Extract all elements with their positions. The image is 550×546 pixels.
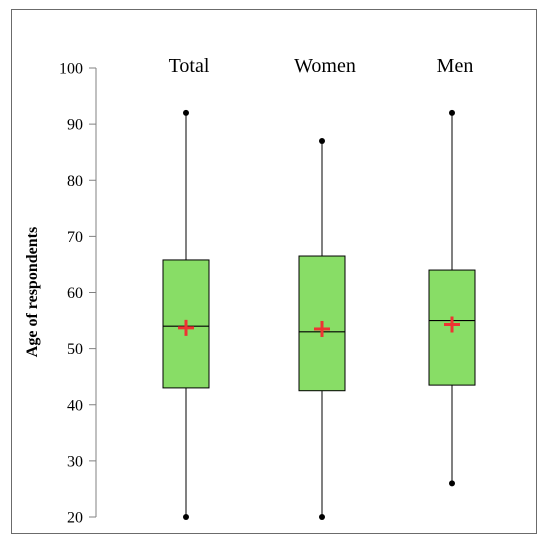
y-tick-label: 40 <box>67 397 83 414</box>
category-label: Women <box>294 55 356 77</box>
category-label: Men <box>437 55 474 77</box>
box-group-women: Women <box>294 55 356 520</box>
y-axis-label: Age of respondents <box>24 227 41 357</box>
y-tick-label: 60 <box>67 285 83 302</box>
plot-area: Total Women Men <box>162 55 476 520</box>
y-axis: 20 30 40 50 60 70 80 90 100 <box>59 61 97 527</box>
max-point <box>183 109 189 116</box>
min-point <box>319 514 325 520</box>
max-point <box>319 137 325 144</box>
y-tick-label: 70 <box>67 229 83 246</box>
box-group-total: Total <box>162 55 210 520</box>
y-tick-label: 90 <box>67 117 83 134</box>
max-point <box>449 109 455 116</box>
box-group-men: Men <box>428 55 476 487</box>
min-point <box>183 514 189 520</box>
y-tick-label: 30 <box>67 453 83 470</box>
y-tick-label: 20 <box>67 510 83 527</box>
y-tick-label: 80 <box>67 173 83 190</box>
y-tick-label: 50 <box>67 341 83 358</box>
min-point <box>449 480 455 487</box>
category-label: Total <box>169 55 210 77</box>
y-tick-label: 100 <box>59 61 83 78</box>
